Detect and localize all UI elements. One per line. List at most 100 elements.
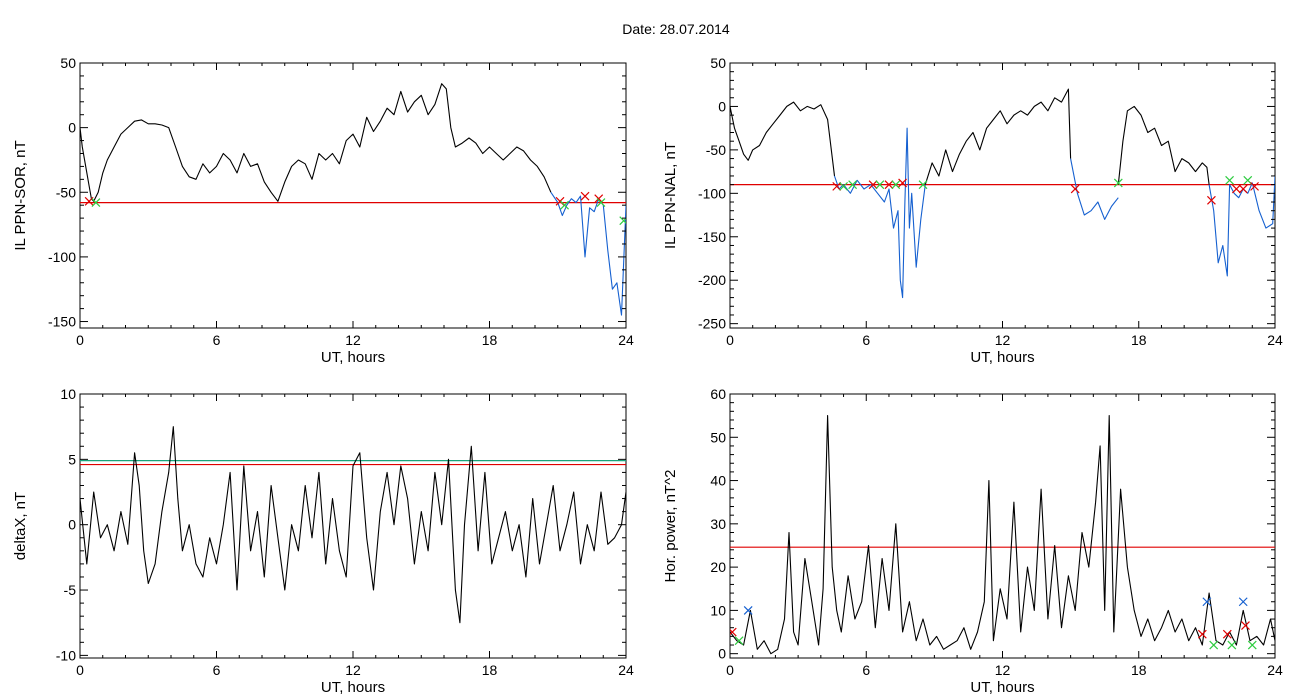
y-tick-label: 40 — [710, 473, 726, 489]
x-tick-label: 6 — [862, 662, 870, 678]
series-line — [550, 191, 626, 316]
x-marker — [91, 198, 101, 208]
plot-data-area — [80, 426, 626, 624]
x-tick-label: 18 — [1131, 662, 1147, 678]
x-marker — [1225, 175, 1235, 185]
x-marker — [1206, 195, 1216, 205]
plot-frame — [729, 393, 1276, 659]
x-marker — [1241, 621, 1250, 630]
x-tick-label: 6 — [213, 662, 221, 678]
x-marker — [898, 178, 908, 188]
y-tick-label: 30 — [710, 516, 726, 532]
y-tick-label: -50 — [56, 184, 76, 200]
y-tick-label: -10 — [56, 647, 76, 663]
x-marker — [1227, 640, 1237, 650]
y-tick-label: 10 — [710, 602, 726, 618]
y-tick-label: -150 — [698, 229, 726, 245]
series-line — [833, 127, 926, 299]
x-marker — [1197, 629, 1207, 639]
x-tick-label: 12 — [345, 662, 361, 678]
x-tick-label: 24 — [1267, 332, 1283, 348]
x-marker — [891, 180, 901, 190]
x-marker — [1113, 178, 1123, 188]
x-marker — [875, 180, 885, 190]
x-tick-label: 12 — [995, 332, 1011, 348]
series-line — [80, 83, 552, 202]
plot-frame — [79, 393, 627, 659]
x-marker — [580, 191, 590, 201]
x-tick-label: 24 — [618, 662, 634, 678]
y-tick-label: -100 — [698, 185, 726, 201]
y-tick-label: 50 — [60, 55, 76, 71]
x-tick-label: 12 — [345, 332, 361, 348]
y-axis-label: deltaX, nT — [12, 492, 29, 560]
y-tick-label: -250 — [698, 316, 726, 332]
x-tick-label: 18 — [482, 662, 498, 678]
series-line — [730, 415, 1275, 655]
panel-il-ppn-nal: 0 6 12 18 24 50 0 -50 -100 -150 -200 -250 UT, hours I… — [662, 55, 1283, 366]
x-tick-label: 12 — [995, 662, 1011, 678]
y-tick-label: -100 — [48, 249, 76, 265]
x-tick-label: 0 — [76, 332, 84, 348]
x-tick-label: 24 — [618, 332, 634, 348]
series-line — [1070, 158, 1119, 220]
y-tick-label: 20 — [710, 559, 726, 575]
plot-frame — [729, 62, 1276, 329]
y-axis-label: IL PPN-NAL, nT — [662, 142, 679, 249]
x-axis-label: UT, hours — [321, 349, 385, 366]
y-tick-label: -150 — [48, 314, 76, 330]
x-marker — [1209, 640, 1219, 650]
series-line — [730, 101, 836, 177]
y-tick-label: 60 — [710, 386, 726, 402]
x-marker — [1222, 629, 1232, 639]
plot-data-area — [730, 415, 1275, 655]
x-marker — [1250, 181, 1259, 191]
x-tick-label: 0 — [726, 332, 734, 348]
x-marker — [84, 196, 94, 206]
x-tick-label: 0 — [76, 662, 84, 678]
x-tick-label: 18 — [482, 332, 498, 348]
x-marker — [832, 181, 842, 191]
x-marker — [848, 180, 858, 190]
x-marker — [884, 180, 894, 190]
y-tick-label: -50 — [706, 142, 726, 158]
x-marker — [1238, 597, 1248, 607]
figure-title: Date: 28.07.2014 — [622, 21, 730, 37]
x-tick-label: 6 — [862, 332, 870, 348]
plot-data-area — [80, 83, 626, 316]
x-marker — [619, 216, 626, 226]
x-marker — [1231, 184, 1241, 194]
x-marker — [868, 180, 878, 190]
y-tick-label: 10 — [60, 386, 76, 402]
x-marker — [1247, 640, 1257, 650]
y-axis-label: IL PPN-SOR, nT — [12, 140, 29, 250]
x-tick-label: 18 — [1131, 332, 1147, 348]
x-marker — [560, 200, 569, 210]
series-line — [924, 88, 1072, 185]
x-marker — [730, 627, 737, 637]
y-tick-label: 0 — [718, 646, 726, 662]
x-axis-label: UT, hours — [321, 679, 385, 696]
plot-data-area — [730, 88, 1275, 299]
x-marker — [918, 180, 928, 190]
x-marker — [743, 605, 753, 615]
y-tick-label: -5 — [64, 582, 77, 598]
panel-deltax: 0 6 12 18 24 10 5 0 -5 -10 UT, hours deltaX, nT — [12, 386, 634, 696]
y-axis-label: Hor. power, nT^2 — [662, 470, 679, 583]
series-line — [1208, 175, 1275, 277]
x-tick-label: 6 — [213, 332, 221, 348]
panel-hor-power: 0 6 12 18 24 60 50 40 30 20 10 0 UT, hours Hor. power… — [662, 386, 1283, 696]
x-marker — [839, 181, 848, 191]
plot-frame — [79, 62, 627, 329]
x-marker — [734, 636, 744, 646]
panel-il-ppn-sor: 0 6 12 18 24 50 0 -50 -100 -150 UT, hours IL PPN-SO… — [12, 55, 634, 366]
y-tick-label: 50 — [710, 55, 726, 71]
series-line — [1117, 105, 1210, 185]
y-tick-label: 0 — [68, 517, 76, 533]
y-tick-label: 50 — [710, 429, 726, 445]
x-axis-label: UT, hours — [970, 679, 1034, 696]
y-tick-label: 5 — [68, 451, 76, 467]
x-marker — [1070, 184, 1080, 194]
x-tick-label: 24 — [1267, 662, 1283, 678]
